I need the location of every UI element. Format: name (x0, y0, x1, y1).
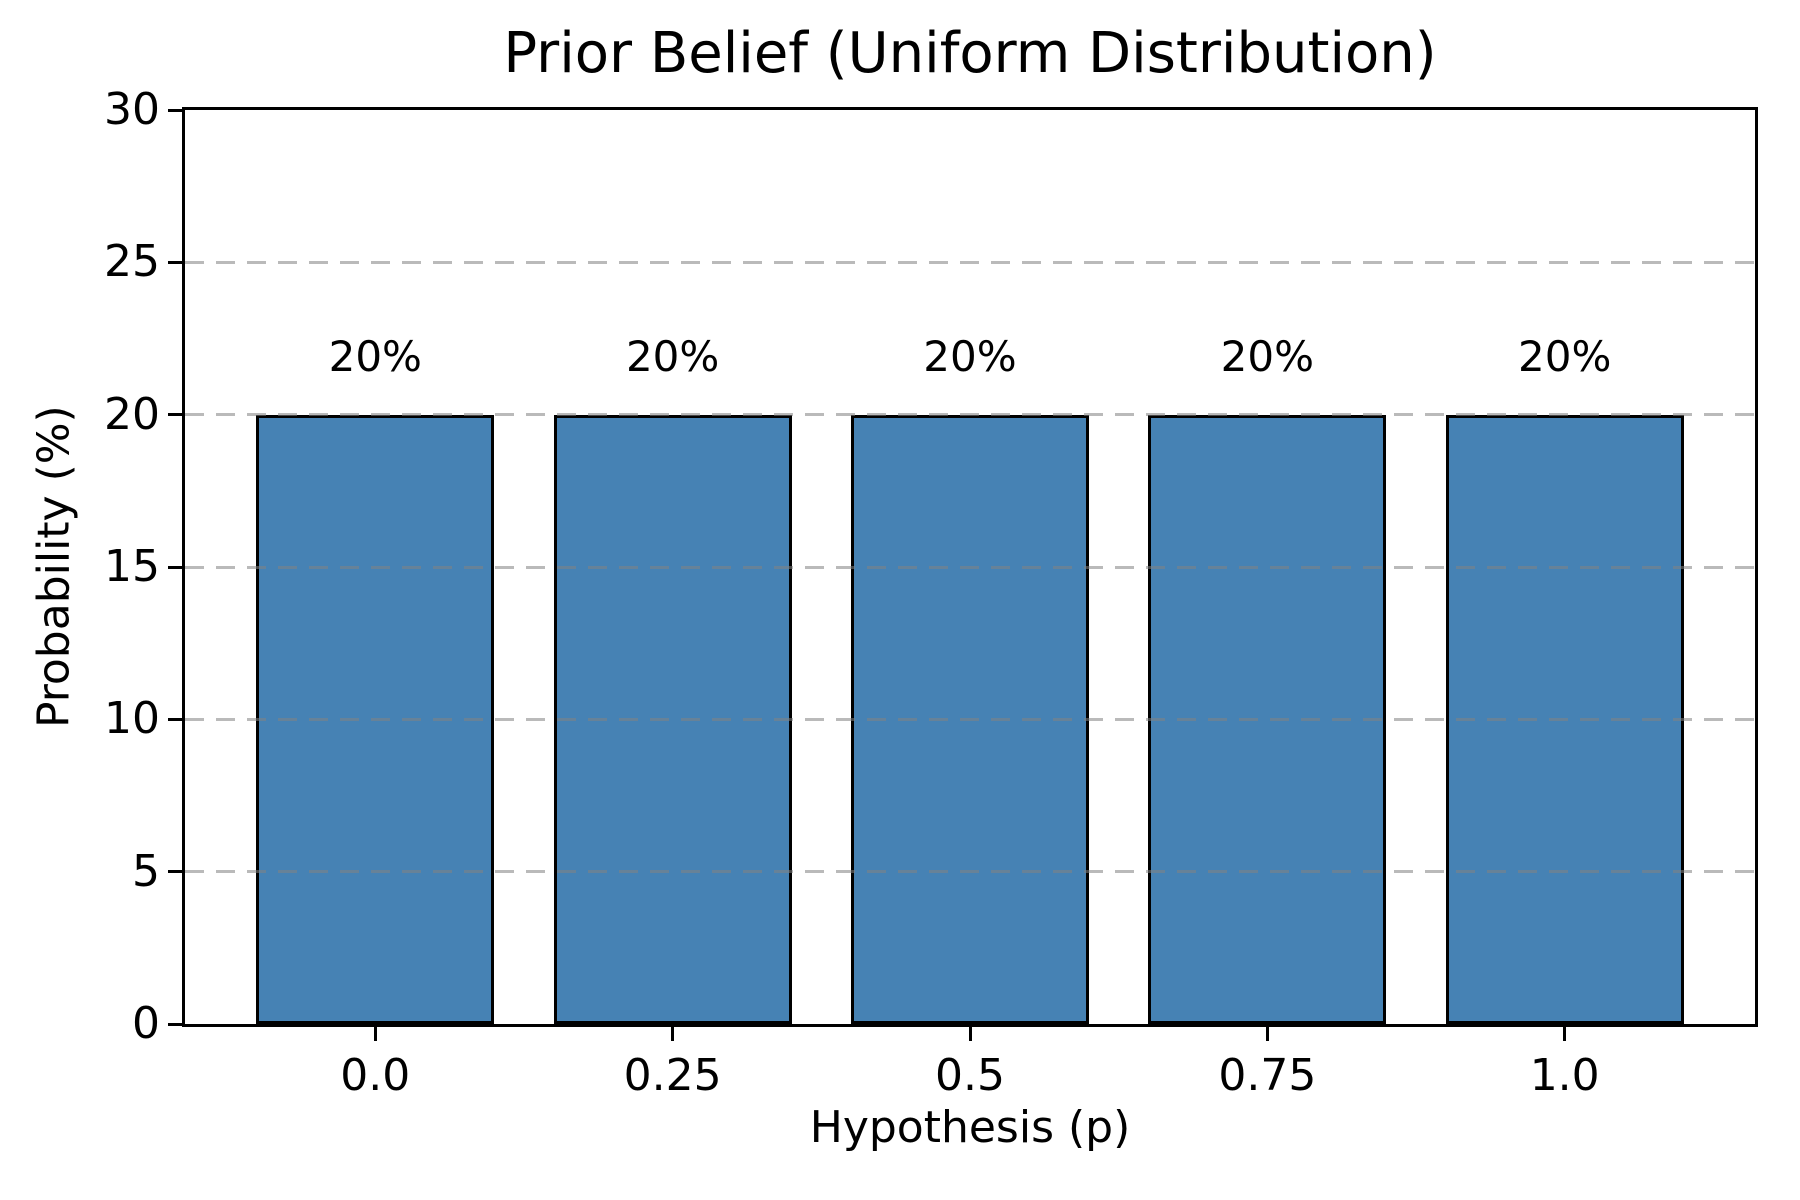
gridline-y-15 (185, 565, 1755, 569)
y-tick-label-5: 5 (132, 845, 160, 897)
y-tick-mark-30 (168, 108, 182, 112)
y-tick-label-10: 10 (104, 693, 160, 745)
y-tick-mark-25 (168, 260, 182, 264)
x-tick-label-0.0: 0.0 (340, 1050, 411, 1101)
bar-value-label: 20% (328, 331, 422, 381)
y-tick-mark-0 (168, 1022, 182, 1026)
gridline-y-10 (185, 717, 1755, 721)
bar-value-label: 20% (1220, 331, 1315, 381)
bar-value-label: 20% (1518, 331, 1612, 381)
y-tick-label-15: 15 (104, 541, 160, 592)
y-tick-label-25: 25 (104, 236, 160, 288)
plot-area: 20% 20% 20% 20% 20% (182, 107, 1758, 1027)
bar-value-label: 20% (625, 331, 720, 381)
x-tick-label-1.0: 1.0 (1529, 1050, 1600, 1101)
x-tick-label-0.5: 0.5 (935, 1050, 1005, 1101)
x-tick-mark-1.0 (1563, 1027, 1567, 1041)
x-tick-label-0.75: 0.75 (1218, 1050, 1317, 1101)
chart-title: Prior Belief (Uniform Distribution) (503, 21, 1437, 86)
y-tick-mark-10 (168, 717, 182, 721)
gridline-y-25 (185, 260, 1755, 264)
gridline-y-20 (185, 413, 1755, 417)
y-tick-label-20: 20 (104, 388, 160, 440)
y-tick-mark-20 (168, 413, 182, 417)
y-tick-label-30: 30 (104, 84, 160, 135)
x-tick-label-0.25: 0.25 (623, 1050, 722, 1101)
y-tick-mark-5 (168, 870, 182, 874)
x-tick-mark-0.0 (373, 1027, 377, 1041)
bar-value-label: 20% (923, 331, 1017, 381)
x-tick-mark-0.5 (968, 1027, 972, 1041)
x-tick-mark-0.25 (671, 1027, 675, 1041)
y-tick-mark-15 (168, 565, 182, 569)
y-tick-label-0: 0 (132, 998, 160, 1049)
gridline-y-5 (185, 870, 1755, 874)
x-axis-label: Hypothesis (p) (809, 1102, 1131, 1153)
x-tick-mark-0.75 (1265, 1027, 1269, 1041)
